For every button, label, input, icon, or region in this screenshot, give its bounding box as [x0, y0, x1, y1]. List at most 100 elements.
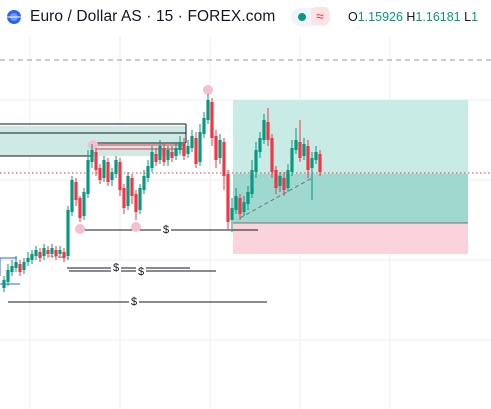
candle-body: [198, 132, 202, 162]
liquidity-labels: $ $ $ $: [111, 223, 171, 308]
candle-body: [118, 162, 122, 190]
liquidity-label-bg: [129, 295, 139, 307]
candle: [54, 246, 58, 260]
candle: [130, 174, 134, 204]
candle: [218, 134, 222, 164]
candle: [314, 146, 318, 164]
candle: [262, 114, 266, 144]
globe-icon[interactable]: [7, 10, 21, 24]
candle-body: [126, 176, 130, 206]
candle: [210, 98, 214, 146]
ohlc-open-value: 1.15926: [357, 10, 403, 24]
market-status-dot-icon: [298, 13, 306, 21]
candle: [206, 94, 210, 124]
candle-body: [94, 152, 98, 170]
candle-body: [58, 250, 62, 254]
candle: [42, 244, 46, 260]
candle-body: [242, 202, 246, 212]
candle: [310, 152, 314, 200]
wave-icon: ≈: [311, 7, 329, 25]
market-status-pill[interactable]: ≈: [291, 7, 331, 26]
candle-body: [154, 154, 158, 162]
liquidity-label-bg: [161, 223, 171, 235]
candle-body: [2, 280, 6, 288]
candle: [182, 138, 186, 160]
symbol-title[interactable]: Euro / Dollar AS · 15 · FOREX.com: [30, 8, 276, 25]
candle-body: [270, 138, 274, 172]
candle-body: [174, 148, 178, 156]
candle: [306, 140, 310, 178]
candle: [114, 156, 118, 178]
candle: [166, 146, 170, 166]
candle: [246, 186, 250, 210]
candle: [302, 138, 306, 160]
candle: [198, 124, 202, 166]
candle: [286, 164, 290, 192]
candle-body: [130, 178, 134, 196]
liquidity-label: $: [138, 266, 144, 278]
candle: [98, 164, 102, 184]
candle: [282, 172, 286, 196]
candle-body: [42, 248, 46, 256]
candle-body: [30, 254, 34, 260]
candle-body: [150, 152, 154, 168]
liquidity-label-bg: [111, 261, 121, 273]
candle: [30, 250, 34, 264]
candle: [190, 130, 194, 152]
ohlc-values: O1.15926 H1.16181 L1: [348, 10, 478, 24]
candle: [70, 176, 74, 216]
candle-body: [142, 176, 146, 190]
candle-body: [290, 148, 294, 172]
candle: [38, 248, 42, 262]
pivot-marker: [131, 222, 141, 232]
candle-body: [210, 102, 214, 138]
candle-body: [162, 148, 166, 162]
candle-body: [194, 138, 198, 164]
candle-body: [298, 142, 302, 158]
candle-body: [18, 264, 22, 272]
candle: [26, 252, 30, 266]
candle: [74, 178, 78, 206]
candle-body: [226, 174, 230, 222]
candle: [2, 276, 6, 292]
candle: [222, 138, 226, 190]
candle-body: [70, 180, 74, 212]
candle: [10, 260, 14, 276]
candle: [250, 160, 254, 198]
candle-body: [274, 170, 278, 188]
candle: [106, 158, 110, 186]
candle: [270, 134, 274, 178]
candle: [242, 196, 246, 216]
candle-body: [138, 188, 142, 210]
candle-body: [314, 152, 318, 160]
candle: [202, 112, 206, 138]
liquidity-label: $: [113, 262, 119, 274]
candle: [138, 184, 142, 214]
candle: [50, 244, 54, 258]
candle: [94, 148, 98, 176]
candle-body: [262, 120, 266, 140]
ohlc-high-value: 1.16181: [415, 10, 461, 24]
candle: [154, 148, 158, 166]
candle: [110, 168, 114, 186]
candle-body: [286, 170, 290, 188]
liquidity-label-bg: [136, 265, 146, 277]
candle-body: [186, 146, 190, 154]
candle: [214, 130, 218, 168]
candle-body: [202, 118, 206, 134]
loss-zone[interactable]: [233, 223, 468, 254]
liquidity-label: $: [163, 224, 169, 236]
candle-body: [266, 122, 270, 140]
candle-body: [310, 158, 314, 168]
candle-body: [146, 166, 150, 178]
candle-body: [278, 176, 282, 186]
candle-body: [14, 262, 18, 268]
candles: [2, 94, 322, 292]
candle-body: [234, 196, 238, 210]
candle-body: [50, 248, 54, 254]
candle: [102, 156, 106, 182]
candle-body: [6, 270, 10, 282]
candle-body: [98, 168, 102, 180]
candle-body: [34, 250, 38, 256]
